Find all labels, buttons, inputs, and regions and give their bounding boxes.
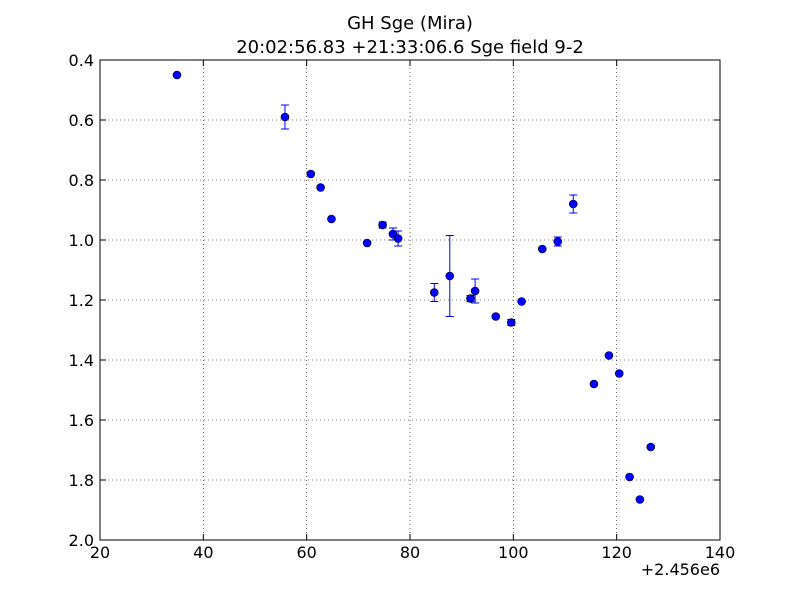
y-tick-label: 1.4: [69, 351, 94, 370]
chart-subtitle: 20:02:56.83 +21:33:06.6 Sge field 9-2: [236, 37, 584, 58]
data-point: [470, 286, 480, 296]
data-point: [635, 495, 645, 504]
x-axis-offset-label: +2.456e6: [641, 560, 720, 579]
x-tick-label: 60: [296, 543, 316, 562]
data-point: [537, 244, 547, 254]
data-point: [429, 288, 439, 297]
data-point: [306, 169, 316, 179]
data-point: [517, 297, 526, 306]
grid: [100, 60, 720, 540]
data-point: [466, 294, 475, 303]
y-tick-label: 0.6: [69, 111, 94, 130]
data-point: [393, 234, 403, 243]
data-point: [378, 220, 387, 230]
data-point: [646, 442, 656, 452]
y-tick-label: 2.0: [69, 531, 94, 550]
data-point: [553, 237, 563, 246]
plot-frame: [99, 59, 721, 541]
x-tick-label: 20: [90, 543, 110, 562]
y-tick-label: 0.8: [69, 171, 94, 190]
data-point: [568, 199, 578, 209]
y-tick-labels: 0.4 0.6 0.8 1.0 1.2 1.4 1.6 1.8 2.0: [69, 51, 94, 550]
data-point: [491, 312, 501, 321]
x-tick-label: 120: [601, 543, 632, 562]
data-point: [280, 112, 290, 122]
x-tick-label: 100: [498, 543, 529, 562]
y-tick-label: 0.4: [69, 51, 94, 70]
data-point: [172, 70, 182, 80]
x-tick-label: 40: [193, 543, 213, 562]
data-point: [625, 472, 634, 482]
x-tick-label: 140: [705, 543, 736, 562]
data-point: [445, 271, 455, 281]
x-tick-label: 80: [400, 543, 420, 562]
data-point: [506, 318, 516, 327]
data-point: [589, 379, 599, 389]
data-point: [327, 214, 336, 224]
data-markers: [172, 70, 656, 504]
data-point: [614, 369, 624, 378]
chart-title: GH Sge (Mira): [347, 13, 473, 34]
y-tick-label: 1.2: [69, 291, 94, 310]
data-point: [362, 238, 372, 248]
x-tick-labels: 20 40 60 80 100 120 140: [90, 543, 735, 562]
y-tick-label: 1.0: [69, 231, 94, 250]
data-point: [604, 351, 614, 360]
data-point: [316, 183, 325, 192]
y-tick-label: 1.8: [69, 471, 94, 490]
y-tick-label: 1.6: [69, 411, 94, 430]
